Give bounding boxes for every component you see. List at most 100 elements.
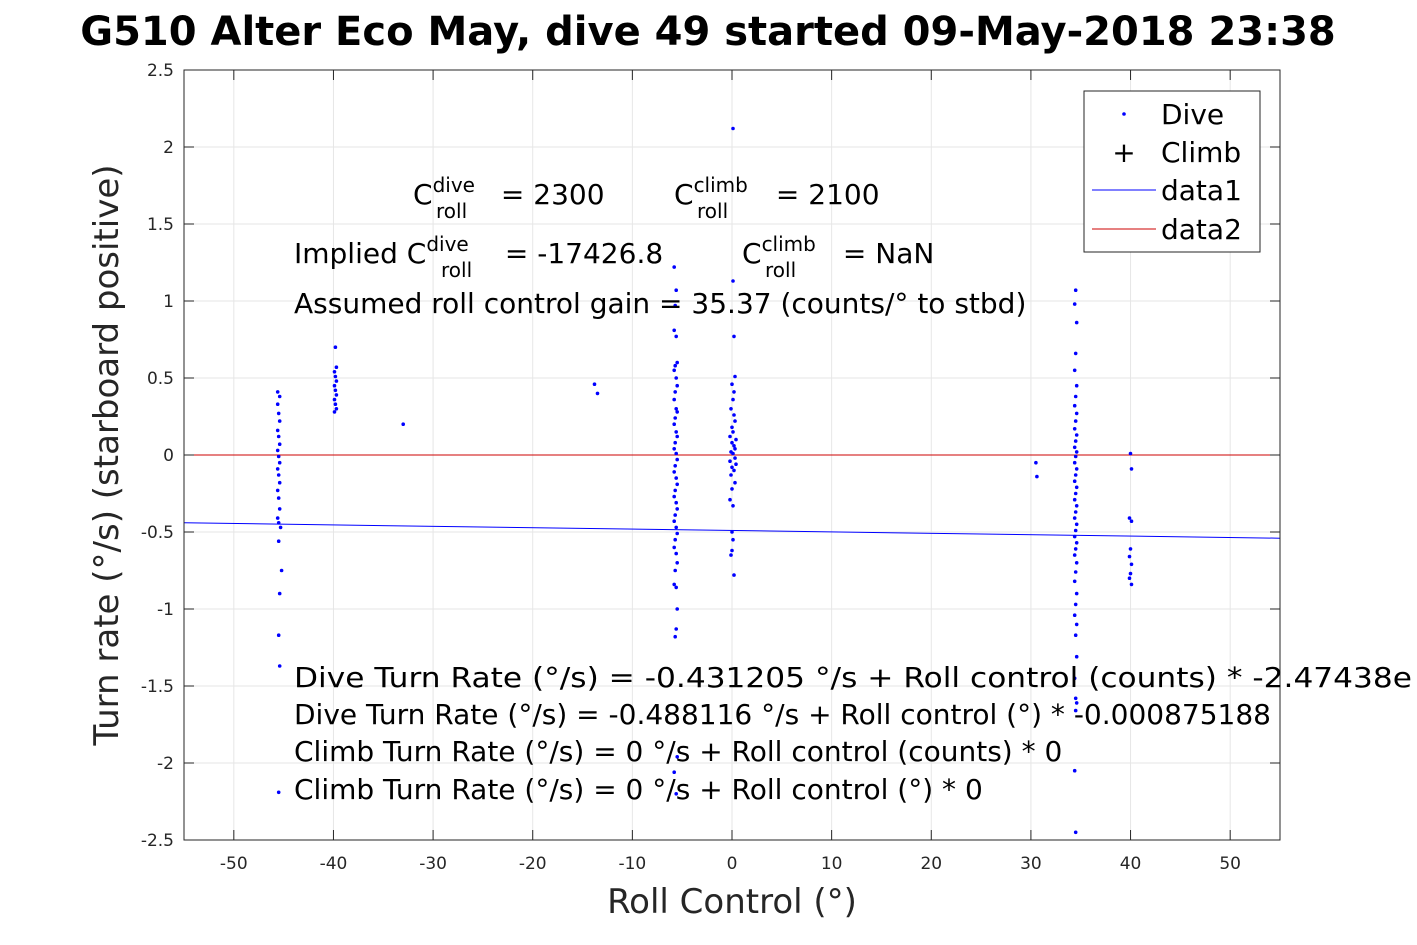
data-point: [672, 582, 676, 587]
data-point: [275, 516, 280, 520]
data-point: [1074, 383, 1079, 388]
data-point: [275, 402, 280, 407]
data-point: [1129, 519, 1134, 523]
data-point: [276, 434, 281, 439]
y-tick-label: -1.5: [141, 677, 174, 697]
x-tick-label: 30: [1020, 854, 1042, 874]
data-point: [673, 303, 677, 308]
data-point: [1129, 582, 1134, 587]
data-point: [674, 476, 678, 480]
data-point: [1074, 433, 1079, 437]
data-point: [1072, 403, 1077, 408]
data-point: [732, 390, 736, 394]
data-point: [675, 507, 679, 511]
data-point: [733, 447, 737, 451]
legend-box: [1083, 90, 1261, 253]
data-point: [675, 360, 679, 365]
data-point: [728, 434, 732, 439]
x-tick-label: -50: [220, 854, 248, 874]
legend-marker-dive: [1122, 112, 1126, 116]
data-point: [673, 363, 677, 368]
data-point: [731, 126, 735, 131]
data-point: [334, 365, 339, 370]
data-point: [734, 437, 738, 442]
series-Dive: [275, 126, 1134, 835]
data-point: [1072, 534, 1077, 539]
data-point: [332, 383, 337, 388]
data-point: [1073, 351, 1078, 356]
data-point: [332, 397, 337, 402]
data-point: [732, 444, 736, 448]
data-point: [1074, 701, 1079, 705]
data-point: [730, 465, 734, 470]
y-tick-label: 2.5: [147, 61, 174, 81]
annotation-implied-climb: Cclimb roll = NaN: [742, 232, 934, 282]
data-point: [279, 568, 284, 573]
data-point: [673, 464, 677, 468]
data-point: [1072, 445, 1077, 450]
data-point: [1127, 576, 1132, 580]
data-point: [1072, 368, 1077, 373]
data-point: [731, 451, 735, 456]
annotation-fit-line: Dive Turn Rate (°/s) = -0.431205 °/s + R…: [294, 661, 1412, 694]
data-point: [276, 473, 281, 477]
data-point: [1127, 554, 1132, 559]
data-point: [333, 374, 338, 379]
legend-label-data2: data2: [1161, 213, 1242, 246]
data-point: [674, 551, 678, 556]
data-point: [732, 468, 736, 473]
data-point: [276, 521, 281, 525]
data-point: [728, 459, 732, 464]
x-tick-label: 40: [1120, 854, 1142, 874]
data-point: [673, 416, 677, 420]
data-point: [733, 456, 737, 460]
x-tick-label: -40: [320, 854, 348, 874]
data-point: [731, 397, 735, 402]
data-point: [1074, 504, 1079, 508]
annotation-c-roll-climb: Cclimb roll = 2100: [674, 173, 880, 223]
legend-marker-climb: +: [1112, 136, 1135, 169]
data-point: [733, 480, 737, 485]
series-layer: [184, 126, 1280, 835]
data-point: [674, 334, 678, 339]
data-point: [675, 755, 679, 759]
data-point: [1073, 439, 1078, 443]
data-point: [672, 470, 676, 474]
data-point: [276, 633, 281, 637]
data-point: [674, 500, 678, 505]
data-point: [332, 370, 337, 374]
data-point: [277, 419, 282, 423]
data-point: [1074, 485, 1079, 490]
data-point: [277, 507, 282, 511]
data-point: [674, 585, 678, 590]
annotation-c-roll-dive: Cdive roll = 2300: [413, 173, 605, 223]
data-point: [1073, 510, 1078, 514]
data-point: [334, 407, 339, 411]
data-point: [1073, 547, 1078, 551]
data-point: [276, 790, 281, 795]
data-point: [674, 525, 678, 530]
data-point: [277, 664, 282, 668]
data-point: [1073, 491, 1078, 496]
data-point: [1073, 288, 1078, 293]
data-point: [275, 467, 280, 471]
data-point: [674, 451, 678, 456]
data-point: [731, 430, 735, 434]
data-point: [730, 487, 734, 491]
data-point: [673, 537, 677, 542]
annotations: Cdive roll = 2300 Cclimb roll = 2100 Impli…: [294, 173, 1412, 806]
data-point: [1073, 633, 1078, 637]
data-point: [730, 548, 734, 553]
data-point: [1074, 467, 1079, 471]
data-point: [732, 573, 736, 577]
data-point: [672, 494, 676, 499]
y-tick-label: -2.5: [141, 831, 174, 851]
data-point: [673, 634, 677, 639]
data-point: [675, 561, 679, 565]
data-point: [730, 382, 734, 387]
data-point: [1073, 394, 1078, 399]
data-point: [1073, 454, 1078, 459]
data-point: [1074, 591, 1079, 596]
data-point: [673, 513, 677, 517]
